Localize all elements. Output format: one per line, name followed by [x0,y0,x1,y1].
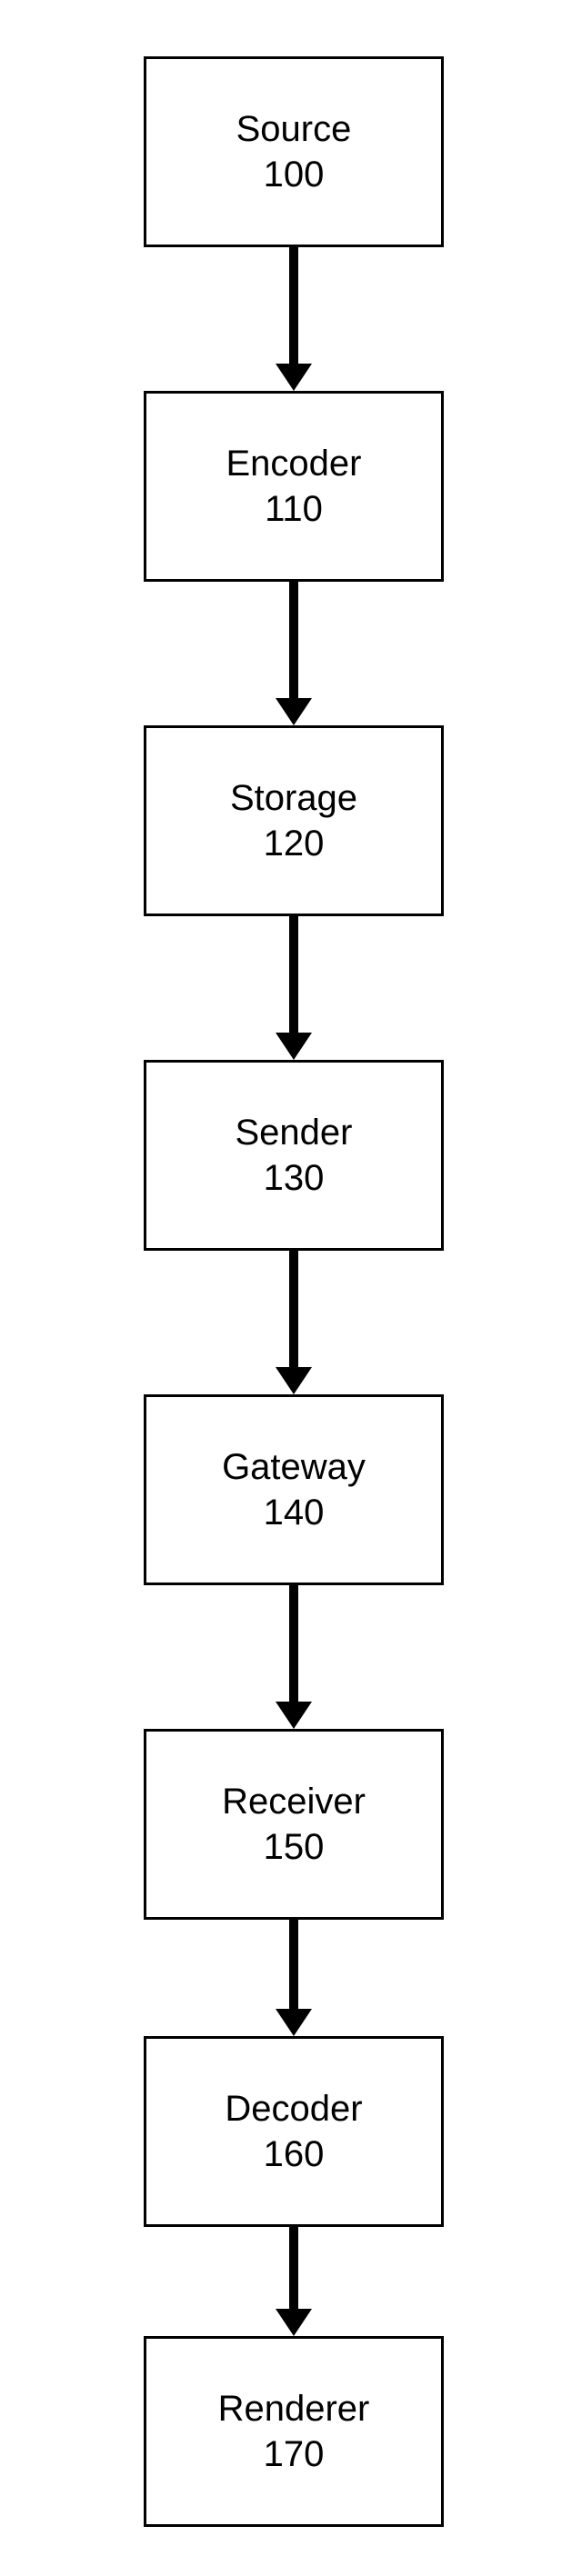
node-sender: Sender130 [144,1060,444,1251]
arrow-storage-to-sender [289,916,298,1033]
arrow-decoder-to-renderer [289,2227,298,2309]
node-number: 100 [264,152,325,197]
arrow-encoder-to-storage [289,582,298,698]
node-source: Source100 [144,56,444,247]
node-label: Receiver [222,1779,366,1824]
arrow-head-icon [276,364,312,394]
node-number: 150 [264,1824,325,1870]
arrow-head-icon [276,1367,312,1397]
arrow-head-icon [276,1033,312,1063]
node-label: Source [236,106,352,152]
node-number: 130 [264,1155,325,1201]
arrow-gateway-to-receiver [289,1585,298,1702]
node-label: Storage [230,775,357,821]
node-number: 170 [264,2431,325,2477]
arrow-head-icon [276,2309,312,2339]
node-renderer: Renderer170 [144,2336,444,2527]
node-number: 110 [265,486,323,532]
node-label: Encoder [226,441,362,486]
node-receiver: Receiver150 [144,1729,444,1920]
arrow-head-icon [276,2009,312,2039]
node-encoder: Encoder110 [144,391,444,582]
node-label: Sender [236,1110,353,1155]
node-label: Decoder [225,2086,362,2132]
arrow-sender-to-gateway [289,1251,298,1367]
node-number: 140 [264,1490,325,1535]
arrow-head-icon [276,1702,312,1732]
node-number: 160 [264,2132,325,2177]
node-number: 120 [264,821,325,866]
arrow-receiver-to-decoder [289,1920,298,2009]
node-label: Gateway [222,1444,366,1490]
node-storage: Storage120 [144,725,444,916]
node-label: Renderer [218,2386,370,2431]
arrow-source-to-encoder [289,247,298,364]
node-decoder: Decoder160 [144,2036,444,2227]
node-gateway: Gateway140 [144,1394,444,1585]
arrow-head-icon [276,698,312,728]
flowchart-canvas: Source100 Encoder110 Storage120 Sender130 Ga… [0,0,582,2576]
